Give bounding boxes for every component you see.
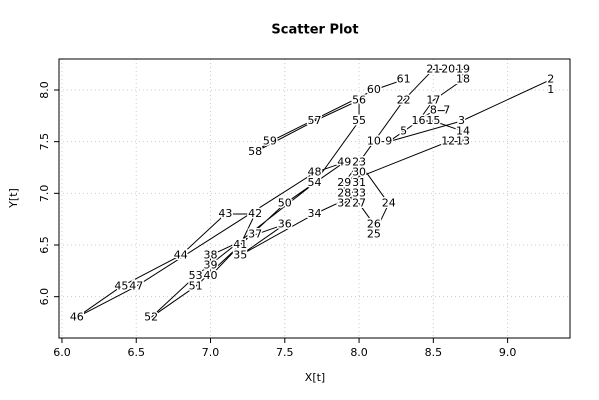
point-label: 42 bbox=[248, 207, 262, 220]
point-label: 54 bbox=[308, 176, 322, 189]
point-label: 41 bbox=[233, 238, 247, 251]
point-label: 20 bbox=[441, 62, 455, 75]
point-label: 18 bbox=[456, 73, 470, 86]
point-label: 12 bbox=[441, 135, 455, 148]
connecting-line bbox=[76, 68, 552, 318]
point-label: 55 bbox=[352, 114, 366, 127]
point-label: 11 bbox=[337, 176, 351, 189]
y-tick-label: 7.0 bbox=[38, 185, 51, 203]
point-label: 48 bbox=[308, 166, 322, 179]
point-label: 16 bbox=[411, 114, 425, 127]
point-label: 47 bbox=[129, 279, 143, 292]
point-label: 27 bbox=[352, 197, 366, 210]
plot-frame bbox=[58, 58, 571, 339]
point-label: 17 bbox=[426, 93, 440, 106]
point-label: 6 bbox=[430, 104, 437, 117]
point-label: 31 bbox=[352, 176, 366, 189]
point-label: 58 bbox=[248, 145, 262, 158]
point-label: 61 bbox=[397, 73, 411, 86]
point-label: 4 bbox=[385, 135, 392, 148]
point-label: 37 bbox=[248, 228, 262, 241]
point-label: 38 bbox=[204, 248, 218, 261]
point-label: 33 bbox=[352, 186, 366, 199]
x-tick-label: 8.0 bbox=[350, 346, 368, 359]
point-label: 56 bbox=[352, 93, 366, 106]
y-axis-label: Y[t] bbox=[7, 188, 20, 209]
point-label: 57 bbox=[308, 114, 322, 127]
point-label: 14 bbox=[456, 124, 470, 137]
point-label: 8 bbox=[430, 104, 437, 117]
point-label: 29 bbox=[337, 176, 351, 189]
chart-title: Scatter Plot bbox=[271, 23, 358, 38]
y-tick-label: 7.5 bbox=[38, 133, 51, 151]
x-tick-label: 7.5 bbox=[276, 346, 294, 359]
point-label: 3 bbox=[458, 114, 465, 127]
point-label: 10 bbox=[367, 135, 381, 148]
point-label: 19 bbox=[456, 62, 470, 75]
point-label: 24 bbox=[382, 197, 396, 210]
point-label: 52 bbox=[144, 310, 158, 323]
x-axis-label: X[t] bbox=[305, 371, 325, 384]
point-label: 22 bbox=[397, 93, 411, 106]
point-label: 32 bbox=[337, 197, 351, 210]
point-label: 53 bbox=[189, 269, 203, 282]
point-label: 7 bbox=[443, 104, 450, 117]
point-label: 15 bbox=[426, 114, 440, 127]
point-label: 13 bbox=[456, 135, 470, 148]
x-tick-label: 6.5 bbox=[127, 346, 145, 359]
point-label: 25 bbox=[367, 228, 381, 241]
point-label: 46 bbox=[70, 310, 84, 323]
point-label: 26 bbox=[367, 217, 381, 230]
point-label: 30 bbox=[352, 166, 366, 179]
point-label: 36 bbox=[278, 217, 292, 230]
x-tick-label: 9.0 bbox=[499, 346, 517, 359]
point-label: 39 bbox=[204, 259, 218, 272]
point-label: 35 bbox=[233, 248, 247, 261]
point-label: 44 bbox=[174, 248, 188, 261]
point-label: 51 bbox=[189, 279, 203, 292]
point-label: 49 bbox=[337, 155, 351, 168]
point-label: 50 bbox=[278, 197, 292, 210]
point-label: 28 bbox=[337, 186, 351, 199]
point-label: 34 bbox=[308, 207, 322, 220]
point-label: 1 bbox=[547, 83, 554, 96]
x-tick-label: 6.0 bbox=[53, 346, 71, 359]
y-tick-label: 8.0 bbox=[38, 81, 51, 99]
x-tick-label: 8.5 bbox=[425, 346, 443, 359]
point-label: 40 bbox=[204, 269, 218, 282]
point-label: 23 bbox=[352, 155, 366, 168]
point-label: 43 bbox=[218, 207, 232, 220]
point-label: 2 bbox=[547, 73, 554, 86]
point-label: 60 bbox=[367, 83, 381, 96]
point-label: 45 bbox=[114, 279, 128, 292]
point-label: 5 bbox=[400, 124, 407, 137]
y-tick-label: 6.5 bbox=[38, 236, 51, 254]
point-label: 21 bbox=[426, 62, 440, 75]
point-label: 9 bbox=[385, 135, 392, 148]
x-tick-label: 7.0 bbox=[202, 346, 220, 359]
point-label: 59 bbox=[263, 135, 277, 148]
y-tick-label: 6.0 bbox=[38, 288, 51, 306]
